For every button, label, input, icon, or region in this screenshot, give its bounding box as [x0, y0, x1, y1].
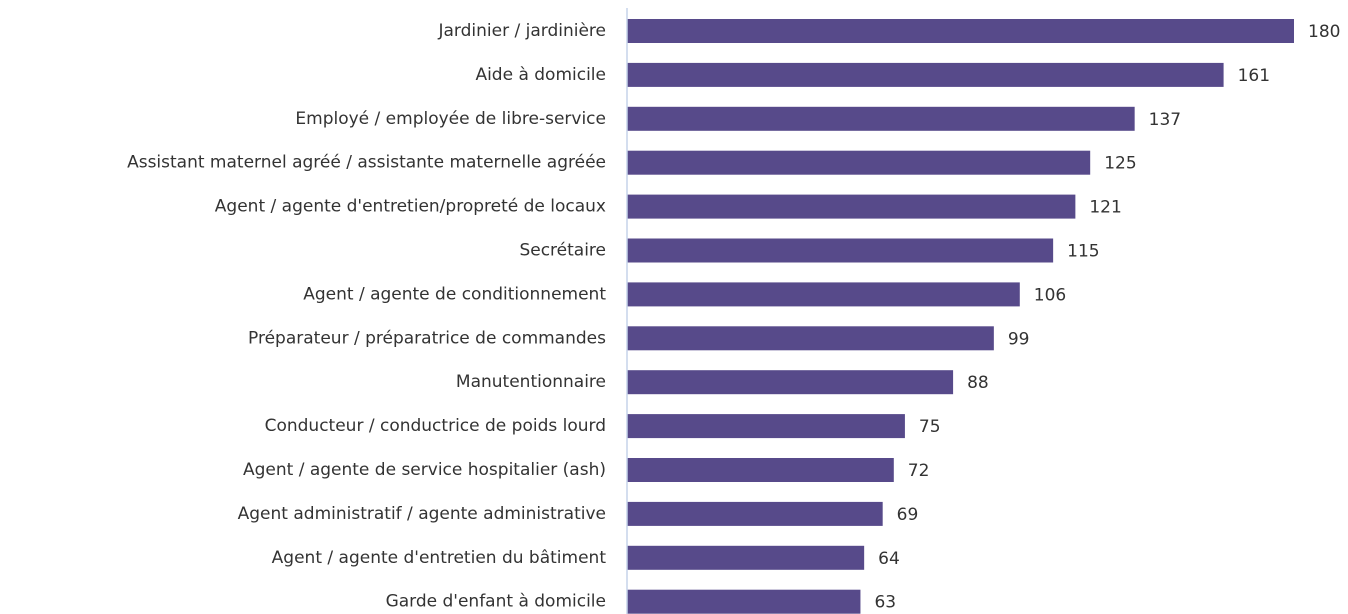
- value-label: 99: [1008, 329, 1030, 349]
- y-tick-label: Secrétaire: [519, 241, 606, 261]
- bar: [627, 238, 1054, 263]
- value-label: 180: [1308, 22, 1340, 42]
- value-label: 72: [908, 461, 930, 481]
- bar: [627, 545, 865, 570]
- bar: [627, 150, 1091, 175]
- y-tick-label: Agent administratif / agente administrat…: [238, 504, 606, 524]
- y-tick-label: Aide à domicile: [475, 65, 606, 85]
- value-label: 115: [1067, 242, 1099, 262]
- value-label: 106: [1034, 285, 1066, 305]
- bar: [627, 414, 905, 439]
- value-label: 161: [1238, 66, 1270, 86]
- bar: [627, 106, 1135, 131]
- bar: [627, 501, 883, 526]
- bar: [627, 194, 1076, 219]
- value-label: 64: [878, 549, 900, 569]
- bar: [627, 326, 994, 351]
- value-label: 69: [897, 505, 919, 525]
- bar: [627, 458, 894, 482]
- bar: [627, 370, 954, 395]
- y-tick-label: Conducteur / conductrice de poids lourd: [265, 416, 606, 436]
- y-tick-label: Agent / agente de service hospitalier (a…: [243, 460, 606, 480]
- value-label: 63: [874, 593, 896, 613]
- y-tick-label: Agent / agente de conditionnement: [303, 284, 606, 304]
- y-tick-label: Agent / agente d'entretien/propreté de l…: [215, 197, 606, 217]
- value-label: 75: [919, 417, 941, 437]
- y-tick-label: Employé / employée de libre-service: [295, 109, 606, 129]
- bar: [627, 62, 1224, 87]
- bar: [627, 19, 1294, 43]
- value-label: 88: [967, 373, 989, 393]
- y-tick-label: Préparateur / préparatrice de commandes: [248, 328, 606, 348]
- y-tick-label: Agent / agente d'entretien du bâtiment: [272, 548, 607, 568]
- y-tick-label: Manutentionnaire: [456, 372, 606, 392]
- y-tick-label: Garde d'enfant à domicile: [386, 592, 606, 612]
- value-label: 137: [1149, 110, 1181, 130]
- value-label: 121: [1089, 198, 1121, 218]
- y-tick-label: Jardinier / jardinière: [438, 21, 607, 41]
- bar: [627, 589, 861, 614]
- value-label: 125: [1104, 154, 1136, 174]
- y-tick-label: Assistant maternel agréé / assistante ma…: [127, 153, 606, 173]
- bar: [627, 282, 1020, 307]
